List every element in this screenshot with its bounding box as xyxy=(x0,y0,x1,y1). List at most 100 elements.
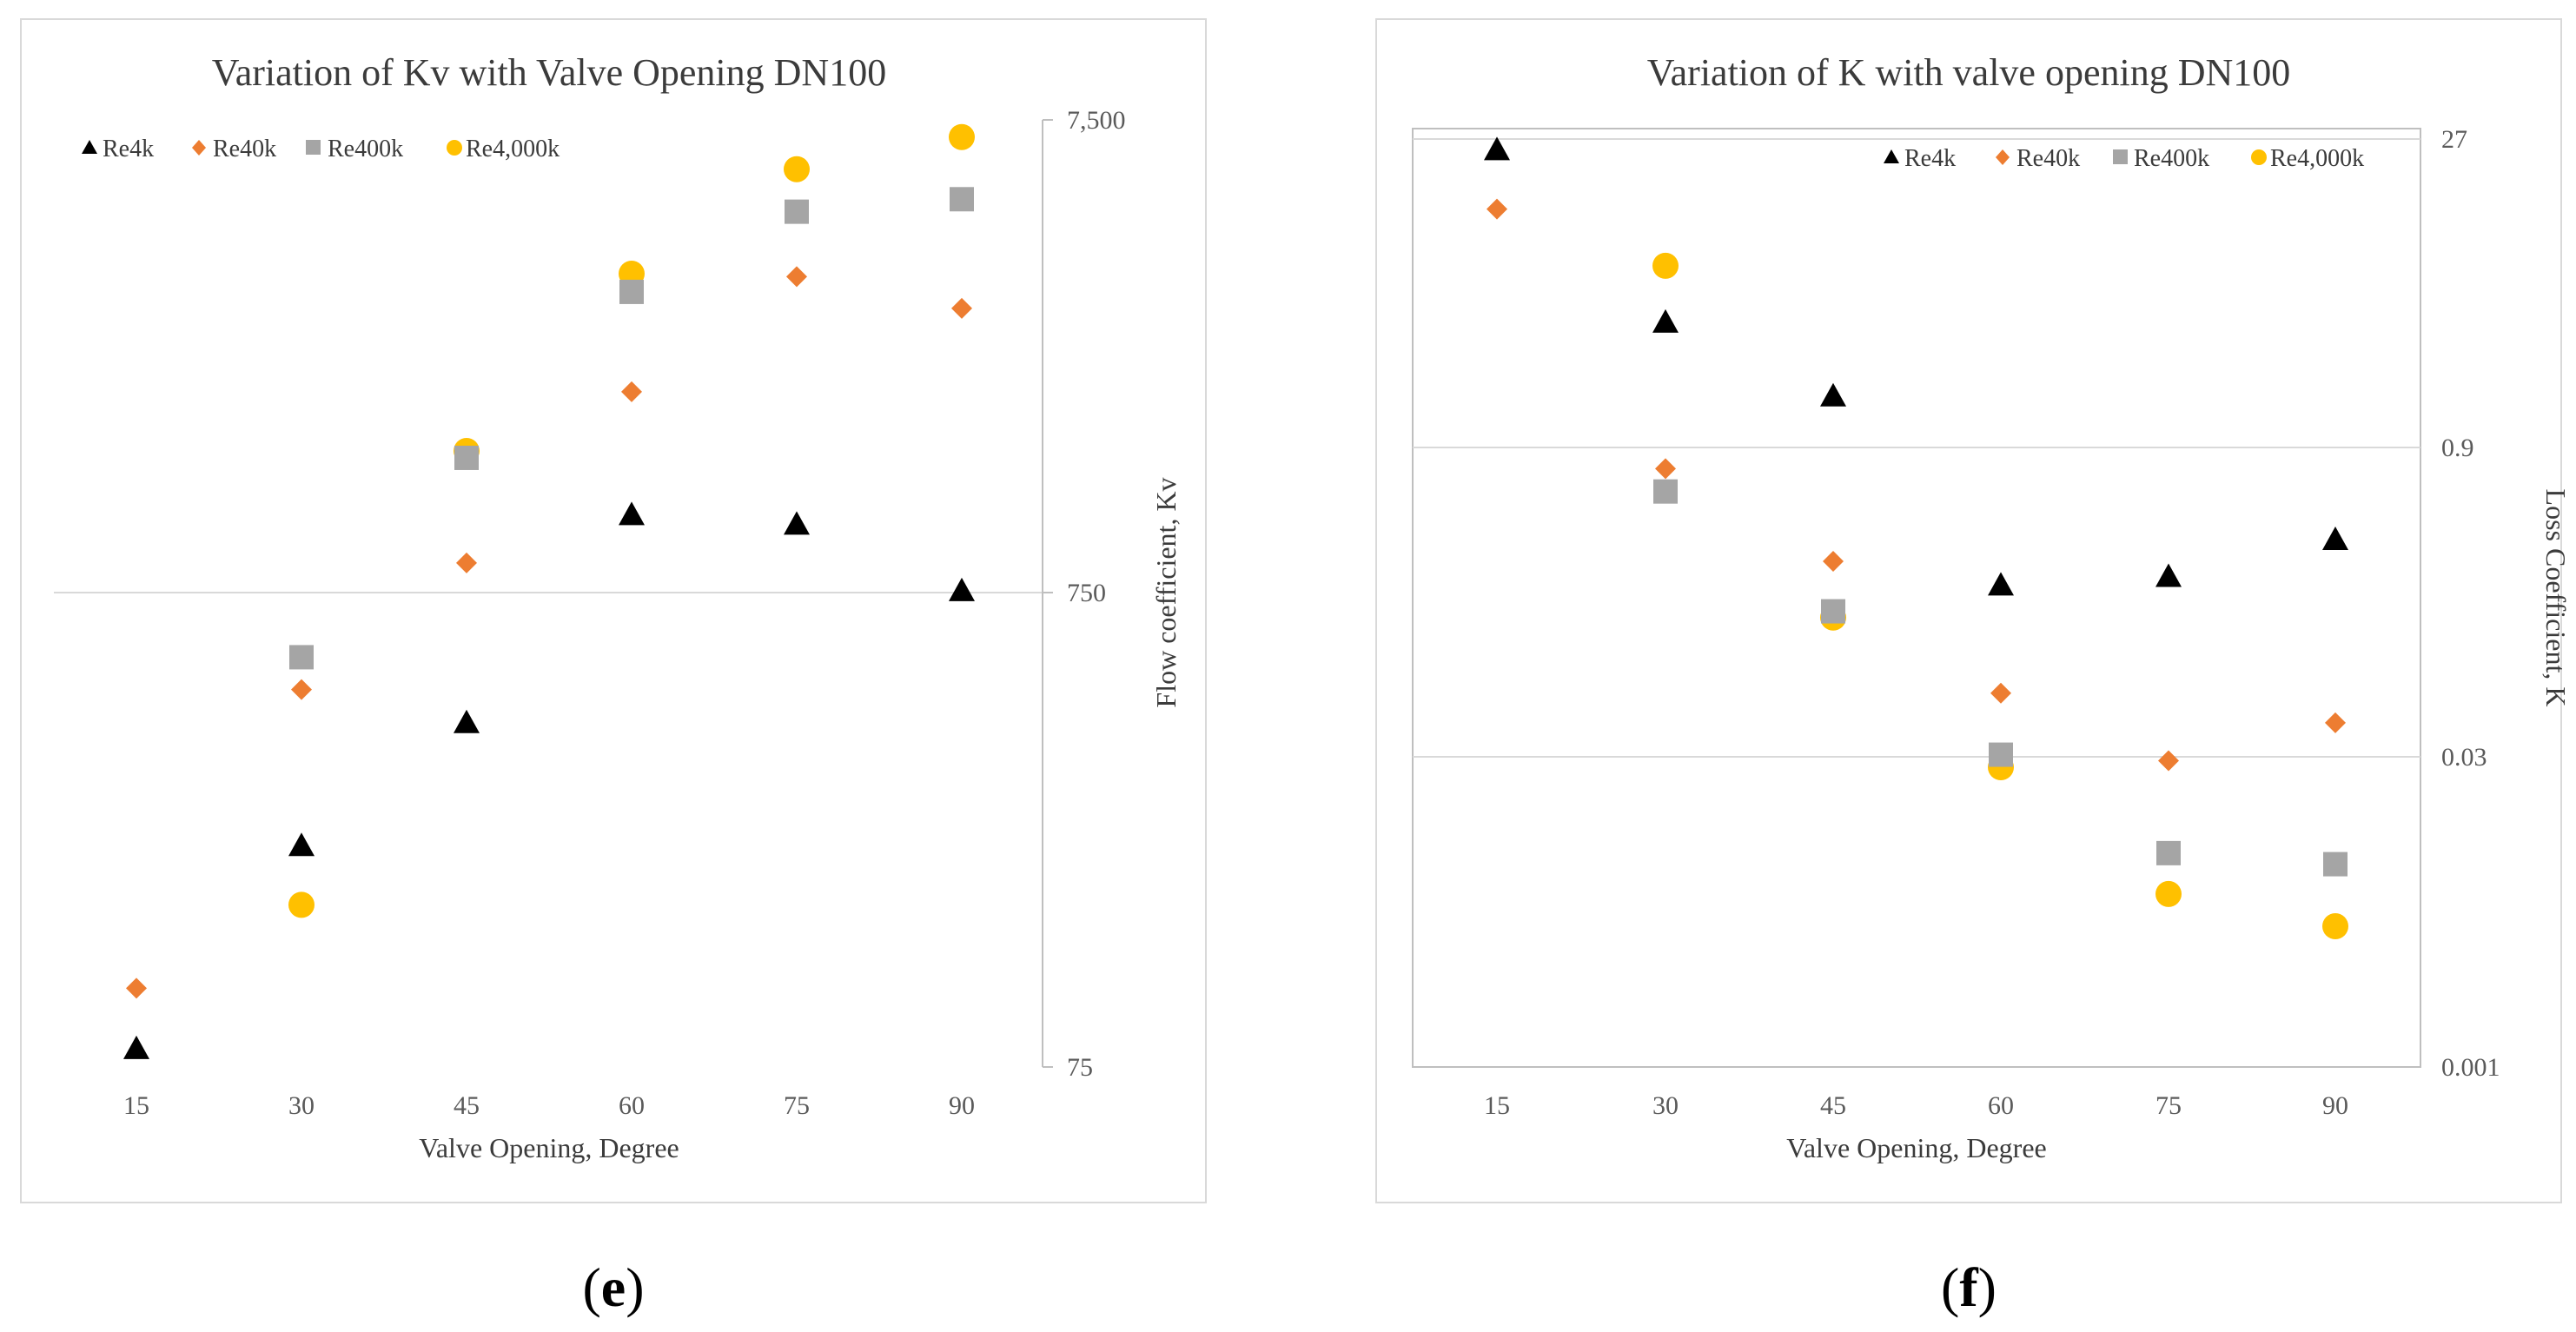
legend-entry: Re4,000k xyxy=(466,136,560,162)
data-point-re400k xyxy=(1653,479,1678,504)
data-point-re400k xyxy=(950,187,974,212)
legend-entry: Re4k xyxy=(1904,145,1956,172)
x-axis-label: Valve Opening, Degree xyxy=(1786,1132,2046,1163)
legend-entry: Re4,000k xyxy=(2270,145,2364,172)
data-point-re4k xyxy=(784,511,810,535)
legend-marker-re40k-icon xyxy=(1996,149,2010,165)
y-tick-mark-group xyxy=(1043,119,1053,1068)
x-tick-label: 15 xyxy=(1484,1091,1510,1120)
legend-marker-re4000k-icon xyxy=(2251,149,2267,165)
chart-title: Variation of Kv with Valve Opening DN100 xyxy=(212,51,886,94)
data-point-re40k xyxy=(2158,750,2179,772)
data-point-re4k xyxy=(619,501,645,526)
y-tick-label: 75 xyxy=(1067,1053,1093,1082)
legend: Re4k Re40k Re400k Re4,000k xyxy=(82,136,560,162)
data-point-re400k xyxy=(454,445,479,470)
x-tick-label: 45 xyxy=(1820,1091,1846,1120)
panel-label: (e) xyxy=(582,1256,644,1318)
legend: Re4k Re40k Re400k Re4,000k xyxy=(1884,145,2364,172)
legend-marker-re4000k-icon xyxy=(447,140,462,156)
data-point-re400k xyxy=(785,199,809,224)
data-point-re4000k xyxy=(2322,913,2348,940)
data-point-re4k xyxy=(949,577,975,601)
y-tick-label: 0.001 xyxy=(2441,1053,2500,1082)
x-tick-label: 30 xyxy=(1652,1091,1679,1120)
data-point-re40k xyxy=(291,679,312,700)
x-tick-label: 75 xyxy=(784,1091,810,1120)
legend-marker-re4k-icon xyxy=(1884,149,1899,163)
panel-label-close: ) xyxy=(1978,1256,1997,1318)
legend-marker-re4k-icon xyxy=(82,140,97,154)
data-point-re40k xyxy=(951,297,972,319)
data-point-re40k xyxy=(1655,458,1676,480)
data-point-re40k xyxy=(1990,682,2011,704)
y-tick-label: 27 xyxy=(2441,125,2467,154)
x-tick-label: 45 xyxy=(454,1091,480,1120)
legend-entry: Re400k xyxy=(2134,145,2209,172)
data-point-re4k xyxy=(454,709,480,733)
legend-entry: Re40k xyxy=(2016,145,2080,172)
legend-marker-re40k-icon xyxy=(192,140,206,156)
data-point-re40k xyxy=(621,381,642,402)
data-point-re4000k xyxy=(2155,880,2182,907)
legend-entry: Re4k xyxy=(103,136,154,162)
data-points xyxy=(1484,136,2348,940)
y-axis-label: Loss Coefficient, K xyxy=(2540,489,2572,707)
x-tick-label: 60 xyxy=(619,1091,645,1120)
data-point-re4000k xyxy=(1652,252,1679,279)
y-tick-label: 750 xyxy=(1067,579,1106,607)
data-point-re40k xyxy=(2325,712,2346,733)
x-tick-label: 90 xyxy=(2322,1091,2348,1120)
data-point-re40k xyxy=(1487,198,1507,220)
data-point-re40k xyxy=(126,977,147,999)
y-tick-label: 0.03 xyxy=(2441,743,2487,772)
data-point-re4000k xyxy=(288,891,315,918)
data-point-re4k xyxy=(1652,308,1679,333)
legend-entry: Re400k xyxy=(328,136,403,162)
data-point-re40k xyxy=(1823,550,1844,572)
panel-label-open: ( xyxy=(1941,1256,1959,1318)
data-point-re4k xyxy=(1988,572,2014,596)
x-axis-label: Valve Opening, Degree xyxy=(419,1132,679,1163)
panel-label-letter: e xyxy=(601,1256,626,1318)
chart-frame xyxy=(1375,18,2562,1203)
x-tick-label: 90 xyxy=(949,1091,975,1120)
y-tick-label: 7,500 xyxy=(1067,106,1126,135)
panel-label: (f) xyxy=(1941,1256,1997,1318)
chart-k-panel: Variation of K with valve opening DN100 … xyxy=(1375,18,2572,1318)
legend-entry: Re40k xyxy=(213,136,276,162)
data-point-re4k xyxy=(2322,527,2348,551)
data-point-re400k xyxy=(2156,840,2181,865)
data-point-re4k xyxy=(288,832,315,857)
y-axis-label: Flow coefficient, Kv xyxy=(1150,477,1182,707)
plot-area-frame xyxy=(1412,128,2421,1068)
x-tick-label: 75 xyxy=(2155,1091,2182,1120)
data-point-re40k xyxy=(786,266,807,288)
x-tick-label: 30 xyxy=(288,1091,315,1120)
chart-kv-panel: Variation of Kv with Valve Opening DN100… xyxy=(20,18,1207,1318)
data-point-re400k xyxy=(289,645,314,670)
panel-label-open: ( xyxy=(582,1256,600,1318)
data-point-re4k xyxy=(123,1035,149,1059)
y-tick-label: 0.9 xyxy=(2441,434,2474,462)
data-point-re4k xyxy=(2155,563,2182,587)
chart-frame xyxy=(20,18,1207,1203)
data-point-re40k xyxy=(456,552,477,573)
data-point-re4k xyxy=(1820,382,1846,407)
data-point-re4000k xyxy=(784,156,810,182)
panel-label-close: ) xyxy=(626,1256,644,1318)
x-tick-label: 60 xyxy=(1988,1091,2014,1120)
data-points xyxy=(123,123,975,1059)
data-point-re400k xyxy=(619,279,644,304)
data-point-re4000k xyxy=(949,123,975,150)
data-point-re400k xyxy=(1989,742,2013,767)
legend-marker-re400k-icon xyxy=(2113,149,2128,164)
data-point-re400k xyxy=(1821,599,1845,624)
x-tick-label: 15 xyxy=(123,1091,149,1120)
data-point-re400k xyxy=(2323,852,2348,877)
legend-marker-re400k-icon xyxy=(306,140,321,155)
chart-title: Variation of K with valve opening DN100 xyxy=(1647,51,2291,94)
data-point-re4k xyxy=(1484,136,1510,161)
panel-label-letter: f xyxy=(1959,1256,1978,1318)
